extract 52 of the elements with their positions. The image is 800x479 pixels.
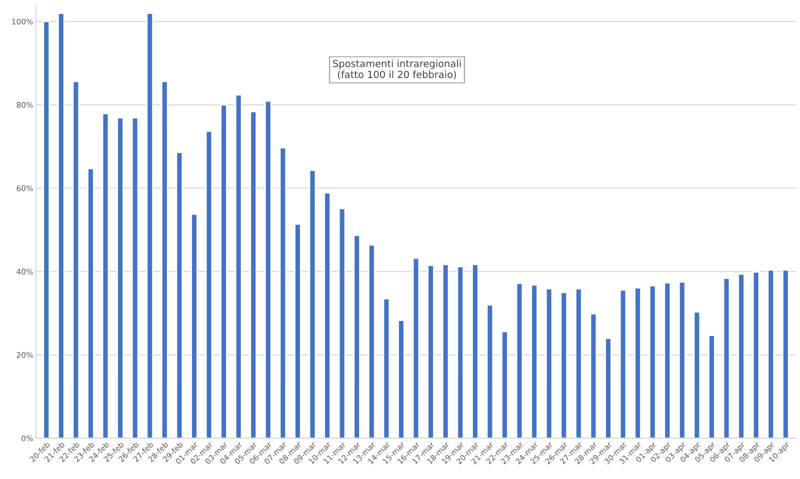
bar (250, 110, 258, 438)
bar (782, 269, 790, 438)
bar (382, 298, 390, 438)
bar (220, 104, 228, 438)
bar (634, 287, 642, 438)
bar (738, 273, 745, 438)
bar (664, 282, 672, 438)
bar (234, 94, 242, 438)
bar (57, 12, 65, 438)
bar (648, 285, 656, 438)
bar (338, 208, 346, 438)
bar (42, 20, 50, 438)
bar (368, 244, 376, 438)
bar (398, 320, 405, 438)
bar (294, 223, 302, 438)
bar (693, 311, 701, 438)
bar (678, 281, 686, 438)
annotation: Spostamenti intraregionali (fatto 100 il 20 febbraio) (333, 60, 461, 80)
bar (176, 152, 184, 438)
bar (264, 100, 272, 438)
bar (456, 266, 464, 438)
bar (471, 264, 479, 438)
bar (574, 288, 582, 438)
bar (131, 117, 139, 438)
bar (604, 338, 612, 438)
bar (72, 80, 80, 438)
bar (516, 282, 524, 438)
bar (324, 192, 331, 438)
bar (752, 271, 760, 438)
bar (619, 289, 627, 438)
bar (353, 234, 361, 438)
bar (116, 117, 124, 438)
bar (442, 264, 450, 438)
bar (205, 130, 213, 438)
bar (501, 330, 508, 438)
bar (146, 12, 154, 438)
bar (560, 292, 568, 438)
bar (530, 284, 538, 438)
bar (160, 80, 168, 438)
bar (190, 213, 198, 438)
bar (87, 168, 94, 438)
bar (427, 264, 434, 438)
bar (722, 278, 730, 438)
bar (412, 258, 420, 438)
bar (279, 147, 287, 438)
bar (590, 312, 598, 438)
bar (486, 304, 494, 438)
bar (545, 288, 553, 438)
bar (102, 112, 110, 438)
bar (308, 170, 316, 438)
bar (767, 269, 775, 438)
bar (708, 334, 716, 438)
